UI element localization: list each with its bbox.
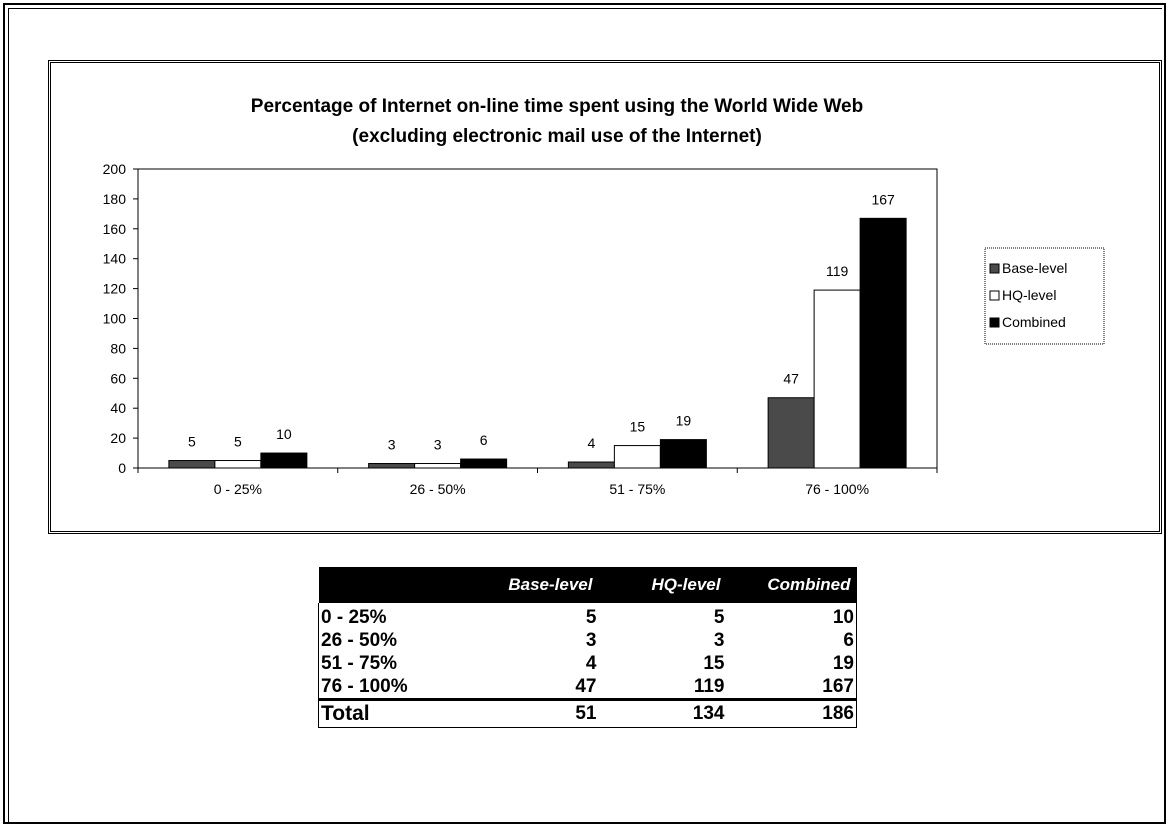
y-tick-label: 180 <box>103 191 127 207</box>
plot-area: 0 20 40 60 80 100 120 140 160 180 200 5 5 10 0 - 25% 3 3… <box>103 161 938 497</box>
bar <box>659 439 707 469</box>
table-total-cell: 51 <box>476 698 599 728</box>
table-total-cell: 186 <box>726 698 857 728</box>
chart-subtitle: (excluding electronic mail use of the In… <box>352 126 762 147</box>
x-tick-label: 26 - 50% <box>410 481 466 497</box>
table-row-label: 0 - 25% <box>318 603 477 629</box>
table-cell: 4 <box>585 652 597 674</box>
data-label: 6 <box>480 432 488 448</box>
data-table: Base-level HQ-level Combined 0 - 25% 5 5… <box>318 567 857 728</box>
table-cell: 3 <box>713 629 725 651</box>
chart-frame: Percentage of Internet on-line time spen… <box>48 60 1162 534</box>
x-tick-label: 0 - 25% <box>214 481 262 497</box>
data-label: 3 <box>434 437 442 453</box>
table-header-cell: Combined <box>726 567 857 603</box>
y-tick-label: 40 <box>110 400 126 416</box>
legend-label: Combined <box>1002 314 1066 330</box>
data-label: 167 <box>871 191 895 207</box>
bar <box>260 452 308 469</box>
bar <box>214 460 262 469</box>
table-cell: 5 <box>713 606 725 628</box>
y-tick-label: 0 <box>118 460 126 476</box>
legend-label: Base-level <box>1002 260 1067 276</box>
data-label: 15 <box>630 419 646 435</box>
y-tick-label: 140 <box>103 251 127 267</box>
table-row: 26 - 50% 3 3 6 <box>318 629 857 652</box>
y-tick-label: 200 <box>103 161 127 177</box>
table-row-label: 51 - 75% <box>318 652 477 675</box>
bar <box>414 463 462 469</box>
table-cell: 119 <box>693 675 725 697</box>
legend-label: HQ-level <box>1002 287 1056 303</box>
data-label: 5 <box>234 434 242 450</box>
y-tick-label: 80 <box>110 340 126 356</box>
table-header-cell <box>318 567 477 603</box>
legend-swatch <box>989 290 1000 301</box>
y-tick-label: 100 <box>103 311 127 327</box>
table-header-cell: HQ-level <box>598 567 727 603</box>
table-header-row: Base-level HQ-level Combined <box>318 567 857 603</box>
chart-title: Percentage of Internet on-line time spen… <box>251 96 863 117</box>
legend-swatch <box>989 317 1000 328</box>
table-row: 0 - 25% 5 5 10 <box>318 603 857 629</box>
y-tick-label: 60 <box>110 370 126 386</box>
table-header-cell: Base-level <box>476 567 599 603</box>
bar <box>813 289 861 469</box>
table-cell: 6 <box>726 629 857 652</box>
table-row-label: 76 - 100% <box>318 675 477 700</box>
table-cell: 167 <box>726 675 857 700</box>
x-tick-label: 76 - 100% <box>805 481 869 497</box>
table-cell: 3 <box>585 629 597 651</box>
bar <box>613 445 661 469</box>
x-tick-label: 51 - 75% <box>609 481 665 497</box>
table-total-row: Total 51 134 186 <box>318 698 857 728</box>
table-row-label: 26 - 50% <box>318 629 477 652</box>
table-total-label: Total <box>318 698 477 728</box>
data-label: 119 <box>826 263 849 279</box>
legend-swatch <box>989 263 1000 274</box>
chart-legend: Base-level HQ-level Combined <box>984 247 1105 345</box>
bar <box>567 461 615 469</box>
data-label: 47 <box>783 371 799 387</box>
table-row: 51 - 75% 4 15 19 <box>318 652 857 675</box>
data-label: 10 <box>276 426 292 442</box>
table-cell: 10 <box>726 603 857 629</box>
bar <box>460 458 508 469</box>
page-frame-inner <box>8 8 1162 822</box>
data-label: 3 <box>388 437 396 453</box>
legend-box <box>984 247 1105 345</box>
table-cell: 5 <box>585 606 597 628</box>
y-tick-label: 120 <box>103 281 127 297</box>
bar <box>767 397 815 469</box>
table-cell: 47 <box>575 675 597 697</box>
bar <box>168 460 216 469</box>
table-cell: 19 <box>726 652 857 675</box>
table-total-cell: 134 <box>598 698 727 728</box>
page-frame <box>3 3 1166 824</box>
table-row: 76 - 100% 47 119 167 <box>318 675 857 700</box>
data-label: 5 <box>188 434 196 450</box>
table-cell: 15 <box>703 652 725 674</box>
bar <box>859 217 907 469</box>
data-label: 19 <box>676 413 692 429</box>
bar <box>368 463 416 469</box>
bar-chart: Percentage of Internet on-line time spen… <box>103 96 1105 497</box>
y-tick-label: 20 <box>110 430 126 446</box>
data-label: 4 <box>587 435 595 451</box>
y-tick-label: 160 <box>103 221 127 237</box>
